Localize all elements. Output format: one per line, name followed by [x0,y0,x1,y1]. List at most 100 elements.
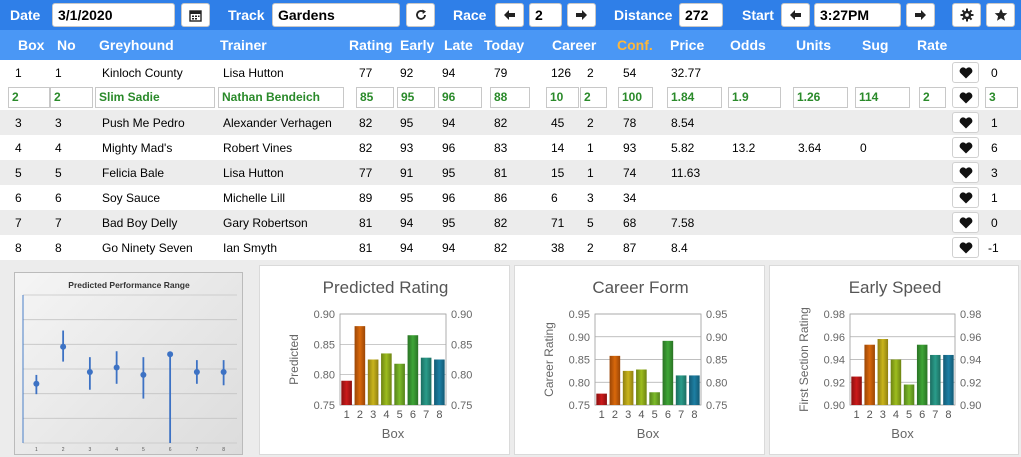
today-cell[interactable]: 88 [490,87,530,108]
price-cell[interactable]: 1.84 [667,87,722,108]
favorite-toggle[interactable] [952,62,979,83]
y-tick-label-right: 0.94 [960,355,981,367]
early-cell: 94 [400,241,414,255]
track-input[interactable]: Gardens [272,3,400,27]
predicted-rating-chart: Predicted Rating 0.75 0.75 0.80 0.80 0.85 0.85… [259,265,510,455]
table-row[interactable]: 1 1 Kinloch County Lisa Hutton 77 92 94 … [0,60,1021,85]
career-count-cell: 2 [587,241,594,255]
rating-cell: 82 [359,141,373,155]
y-tick-label: 0.80 [569,377,590,389]
y-tick-label-right: 0.75 [451,400,472,412]
runners-table: 1 1 Kinloch County Lisa Hutton 77 92 94 … [0,60,1021,260]
favorite-toggle[interactable] [952,212,979,233]
col-odds[interactable]: Odds [730,37,766,53]
box-cell: 4 [15,141,22,155]
favorite-toggle[interactable] [952,237,979,258]
favorite-toggle[interactable] [952,112,979,133]
col-units[interactable]: Units [796,37,831,53]
bar [367,359,379,405]
col-today[interactable]: Today [484,37,525,53]
count-cell: 1 [991,191,998,205]
y-tick-label: 0.94 [824,355,845,367]
early-cell: 93 [400,141,414,155]
bar [434,359,445,405]
x-tick-label: 8 [222,447,225,453]
col-rating[interactable]: Rating [349,37,393,53]
table-row[interactable]: 4 4 Mighty Mad's Robert Vines 82 93 96 8… [0,135,1021,160]
today-cell: 82 [494,216,508,230]
start-time-input[interactable]: 3:27PM [814,3,901,27]
col-trainer[interactable]: Trainer [220,37,267,53]
star-icon [994,8,1007,21]
trainer-cell[interactable]: Nathan Bendeich [218,87,344,108]
table-row[interactable]: 3 3 Push Me Pedro Alexander Verhagen 82 … [0,110,1021,135]
col-greyhound[interactable]: Greyhound [99,37,174,53]
race-prev-button[interactable] [495,3,524,27]
box-cell[interactable]: 2 [8,87,50,108]
y-tick-label: 0.90 [569,332,590,344]
favorite-button[interactable] [986,3,1015,27]
rating-cell[interactable]: 85 [356,87,394,108]
table-row[interactable]: 5 5 Felicia Bale Lisa Hutton 77 91 95 81… [0,160,1021,185]
y-tick-label: 0.90 [314,309,335,321]
race-next-button[interactable] [567,3,596,27]
col-sug[interactable]: Sug [862,37,889,53]
favorite-toggle[interactable] [952,87,979,108]
range-point [113,364,120,371]
bar [877,339,889,405]
today-cell: 82 [494,241,508,255]
y-tick-label: 0.75 [569,400,590,412]
col-rate[interactable]: Rate [917,37,948,53]
conf-cell: 78 [623,116,637,130]
start-prev-button[interactable] [781,3,810,27]
calendar-button[interactable] [181,3,210,27]
settings-button[interactable] [952,3,981,27]
late-cell[interactable]: 96 [438,87,482,108]
col-late[interactable]: Late [444,37,473,53]
conf-cell[interactable]: 100 [618,87,653,108]
race-input[interactable]: 2 [529,3,562,27]
count-cell[interactable]: 3 [985,87,1018,108]
career-count-cell: 5 [587,216,594,230]
col-early[interactable]: Early [400,37,435,53]
favorite-toggle[interactable] [952,162,979,183]
date-input[interactable]: 3/1/2020 [52,3,175,27]
x-tick-label: 1 [854,409,860,421]
col-conf[interactable]: Conf. [617,37,653,53]
arrow-left-icon [790,10,801,20]
career-count-cell[interactable]: 2 [580,87,607,108]
table-row[interactable]: 6 6 Soy Sauce Michelle Lill 89 95 96 86 … [0,185,1021,210]
greyhound-cell[interactable]: Slim Sadie [95,87,215,108]
distance-input[interactable]: 272 [679,3,723,27]
career-cell: 45 [551,116,565,130]
y-tick-label-right: 0.85 [451,339,472,351]
range-point [86,368,93,375]
bar [930,354,941,405]
rate-cell[interactable]: 2 [919,87,946,108]
x-axis-label: Box [382,426,405,441]
col-no[interactable]: No [57,37,76,53]
career-cell[interactable]: 10 [546,87,579,108]
no-cell[interactable]: 2 [50,87,93,108]
trainer-cell: Lisa Hutton [223,66,284,80]
refresh-button[interactable] [406,3,435,27]
bar [675,375,687,405]
early-cell[interactable]: 95 [397,87,435,108]
col-price[interactable]: Price [670,37,705,53]
col-box[interactable]: Box [18,37,45,53]
odds-cell[interactable]: 1.9 [728,87,781,108]
table-row[interactable]: 8 8 Go Ninety Seven Ian Smyth 81 94 94 8… [0,235,1021,260]
x-tick-label: 3 [625,409,631,421]
x-tick-label: 1 [35,447,38,453]
sug-cell[interactable]: 114 [855,87,910,108]
units-cell[interactable]: 1.26 [793,87,848,108]
favorite-toggle[interactable] [952,187,979,208]
table-row-selected[interactable]: 2 2 Slim Sadie Nathan Bendeich 85 95 96 … [0,85,1021,110]
table-row[interactable]: 7 7 Bad Boy Delly Gary Robertson 81 94 9… [0,210,1021,235]
greyhound-cell: Felicia Bale [102,166,165,180]
late-cell: 94 [442,241,456,255]
favorite-toggle[interactable] [952,137,979,158]
x-axis-label: Box [891,426,914,441]
start-next-button[interactable] [906,3,935,27]
col-career[interactable]: Career [552,37,597,53]
